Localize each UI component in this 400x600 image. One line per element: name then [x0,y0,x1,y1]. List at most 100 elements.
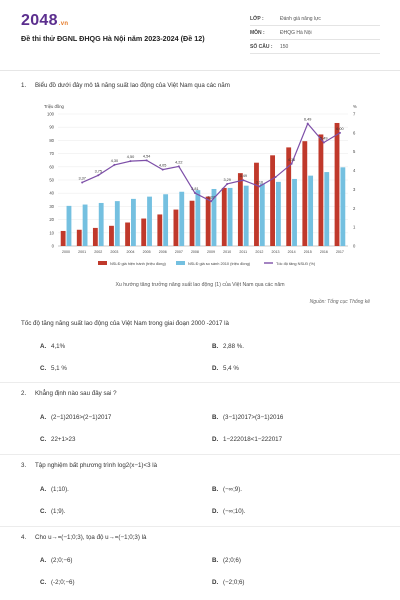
bar-constant-price [66,205,72,246]
q4-option-a[interactable]: A. (2;0;−6) [40,557,73,564]
question-4: 4. Cho u→=(−1;0;3), tọa độ u→=(−1;0;3) là [21,534,147,541]
q1-option-c[interactable]: C. 5,1 % [40,365,67,372]
q2-option-a[interactable]: A. (2−1)2016>(2−1)2017 [40,414,112,421]
bar-current-price [237,173,243,246]
q1-option-a[interactable]: A. 4,1% [40,343,66,350]
q2-option-c[interactable]: C. 22+1>23 [40,436,76,443]
y2-tick-label: 7 [353,112,356,117]
growth-rate-point [322,141,325,144]
q3-option-a[interactable]: A. (1;10). [40,486,69,493]
q3-option-c[interactable]: C. (1;9). [40,508,66,515]
bar-constant-price [243,185,249,246]
bar-current-price [205,196,211,246]
q2-option-d[interactable]: D. 1−222018<1−222017 [212,436,283,443]
x-tick-label: 2009 [207,250,215,254]
bar-constant-price [276,181,281,246]
bar-current-price [157,214,163,246]
q2-option-b[interactable]: B. (3−1)2017>(3−1)2016 [212,414,284,421]
y-tick-label: 90 [49,125,54,130]
legend-label: NSLĐ giá hiện hành (triệu đồng) [110,261,167,266]
header-divider [0,70,400,71]
bar-current-price [92,227,98,246]
growth-rate-label: 2,81 [191,187,198,191]
bar-constant-price [179,191,185,246]
y-tick-label: 30 [49,204,54,209]
growth-rate-point [193,192,196,195]
q4-option-b[interactable]: B. (2;0;6) [212,557,241,564]
x-tick-label: 2003 [110,250,118,254]
q3-option-d[interactable]: D. (−∞;10). [212,508,246,515]
y2-tick-label: 3 [353,187,356,192]
growth-rate-point [113,163,116,166]
bar-current-price [221,187,227,246]
bar-current-price [302,141,308,246]
growth-rate-point [97,174,100,177]
bar-current-price [173,209,179,246]
q4-option-d[interactable]: D. (−2;0;6) [212,579,245,586]
growth-rate-label: 4,30 [111,159,118,163]
x-tick-label: 2015 [304,250,312,254]
x-tick-label: 2007 [175,250,183,254]
bar-current-price [189,200,195,246]
legend-label: NSLĐ giá so sánh 2010 (triệu đồng) [188,261,251,266]
legend-label: Tốc độ tăng NSLĐ (%) [276,261,316,266]
meta-row-class: LỚP : Đánh giá năng lực [250,12,380,26]
y2-tick-label: 0 [353,244,356,249]
bar-current-price [125,222,130,246]
meta-row-subject: MÔN : ĐHQG Hà Nội [250,26,380,40]
y2-tick-label: 6 [353,130,356,135]
x-tick-label: 2014 [288,250,296,254]
x-tick-label: 2010 [223,250,231,254]
x-tick-label: 2001 [78,250,86,254]
growth-rate-line [81,122,341,203]
bar-current-price [286,147,292,246]
growth-rate-point [177,165,180,168]
y2-tick-label: 2 [353,206,356,211]
bar-current-price [334,122,340,246]
question-2: 2. Khẳng định nào sau đây sai ? [21,390,117,397]
growth-rate-label: 3,16 [256,180,263,184]
q1-option-b[interactable]: B. 2,88 %. [212,343,244,350]
meta-row-count: SỐ CÂU :150 [250,40,380,54]
bar-constant-price [98,202,104,246]
bar-constant-price [308,175,314,246]
bar-current-price [254,162,259,246]
site-logo[interactable]: 2048.vn [21,12,69,29]
bar-constant-price [114,201,120,246]
chart-source: Nguồn: Tổng cục Thống kê [309,299,370,305]
chart-caption: Xu hướng tăng trưởng năng suất lao động … [115,282,285,288]
y2-tick-label: 4 [353,168,356,173]
growth-rate-point [145,159,148,162]
exam-meta: LỚP : Đánh giá năng lực MÔN : ĐHQG Hà Nội … [250,12,380,54]
bar-constant-price [324,172,330,246]
divider [0,526,400,527]
q4-option-c[interactable]: C. (-2;0;−6) [40,579,75,586]
y2-tick-label: 1 [353,225,356,230]
y2-axis-label: % [353,104,357,109]
bar-constant-price [259,183,265,246]
x-tick-label: 2005 [143,250,151,254]
growth-rate-label: 4,54 [143,154,150,158]
growth-rate-point [258,185,261,188]
question-1-prompt: Tốc độ tăng năng suất lao động của Việt … [21,320,230,327]
growth-rate-point [274,176,277,179]
question-1: 1. Biểu đồ dưới đây mô tả năng suất lao đ… [21,82,230,89]
bar-current-price [109,225,114,246]
bar-constant-price [82,204,88,246]
q1-option-d[interactable]: D. 5,4 % [212,365,239,372]
bar-constant-price [147,196,152,246]
question-3: 3. Tập nghiệm bất phương trình log2(x−1)<… [21,462,158,469]
y-axis-label: Triệu đồng [44,104,65,109]
q3-option-b[interactable]: B. (−∞;9). [212,486,243,493]
growth-rate-label: 5,49 [320,136,327,140]
growth-rate-point [306,122,309,125]
x-tick-label: 2016 [320,250,328,254]
x-tick-label: 2000 [62,250,70,254]
y-tick-label: 80 [49,138,54,143]
growth-rate-point [161,168,164,171]
x-tick-label: 2017 [336,250,344,254]
growth-rate-label: 3,37 [78,176,85,180]
y-tick-label: 70 [49,151,54,156]
bar-constant-price [227,187,233,246]
divider [0,382,400,383]
